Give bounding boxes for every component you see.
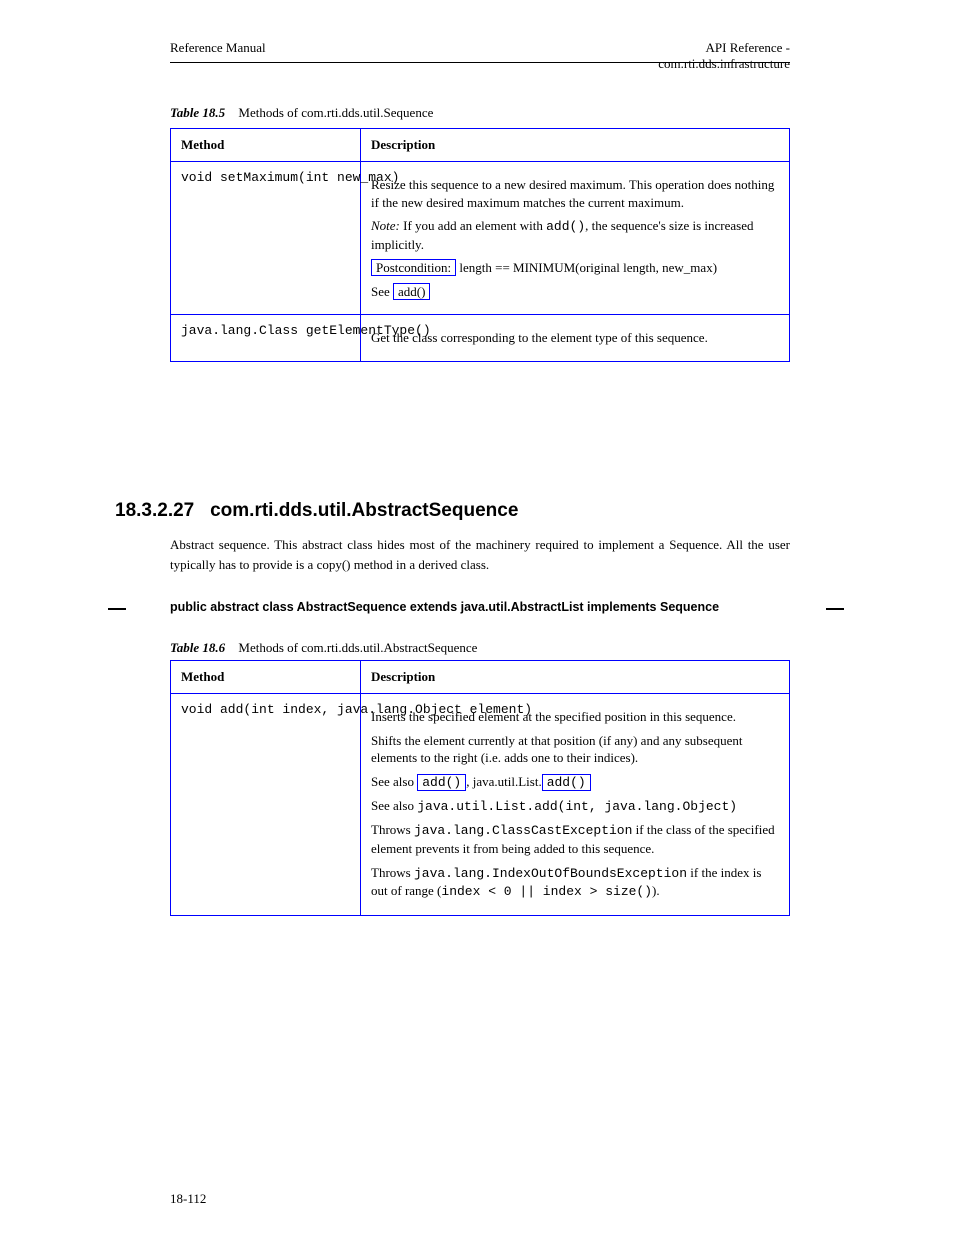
method-description: Get the class corresponding to the eleme… [361, 315, 789, 361]
page-number: 18-112 [170, 1191, 206, 1207]
table-header-row: Method Description [171, 661, 789, 694]
table2-caption: Table 18.6 Methods of com.rti.dds.util.A… [170, 640, 477, 656]
add-link-2[interactable]: add() [542, 774, 591, 791]
header-rule [170, 62, 790, 63]
margin-marker-left [108, 608, 126, 610]
table-row: java.lang.Class getElementType() Get the… [171, 315, 789, 361]
header-right: API Reference - com.rti.dds.infrastructu… [658, 40, 790, 72]
add-link[interactable]: add() [417, 774, 466, 791]
page-header: Reference Manual API Reference - com.rti… [170, 40, 790, 72]
table-header-row: Method Description [171, 129, 789, 162]
margin-marker-right [826, 608, 844, 610]
add-link[interactable]: add() [393, 283, 430, 300]
header-left: Reference Manual [170, 40, 266, 56]
class-declaration: public abstract class AbstractSequence e… [170, 600, 719, 614]
methods-table-1: Method Description void setMaximum(int n… [170, 128, 790, 362]
col-method: Method [171, 129, 361, 161]
method-signature: java.lang.Class getElementType() [171, 315, 361, 361]
method-description: Inserts the specified element at the spe… [361, 694, 789, 915]
section-body: Abstract sequence. This abstract class h… [170, 535, 790, 575]
col-description: Description [361, 129, 789, 161]
table-row: void add(int index, java.lang.Object ele… [171, 694, 789, 915]
table1-caption: Table 18.5 Methods of com.rti.dds.util.S… [170, 105, 433, 121]
table-row: void setMaximum(int new_max) Resize this… [171, 162, 789, 315]
method-signature: void setMaximum(int new_max) [171, 162, 361, 314]
postcondition-link[interactable]: Postcondition: [371, 259, 456, 276]
method-description: Resize this sequence to a new desired ma… [361, 162, 789, 314]
page-footer: 18-112 [170, 1191, 790, 1207]
section-heading: 18.3.2.27 com.rti.dds.util.AbstractSeque… [115, 500, 518, 522]
col-description: Description [361, 661, 789, 693]
col-method: Method [171, 661, 361, 693]
method-signature: void add(int index, java.lang.Object ele… [171, 694, 361, 915]
methods-table-2: Method Description void add(int index, j… [170, 660, 790, 916]
